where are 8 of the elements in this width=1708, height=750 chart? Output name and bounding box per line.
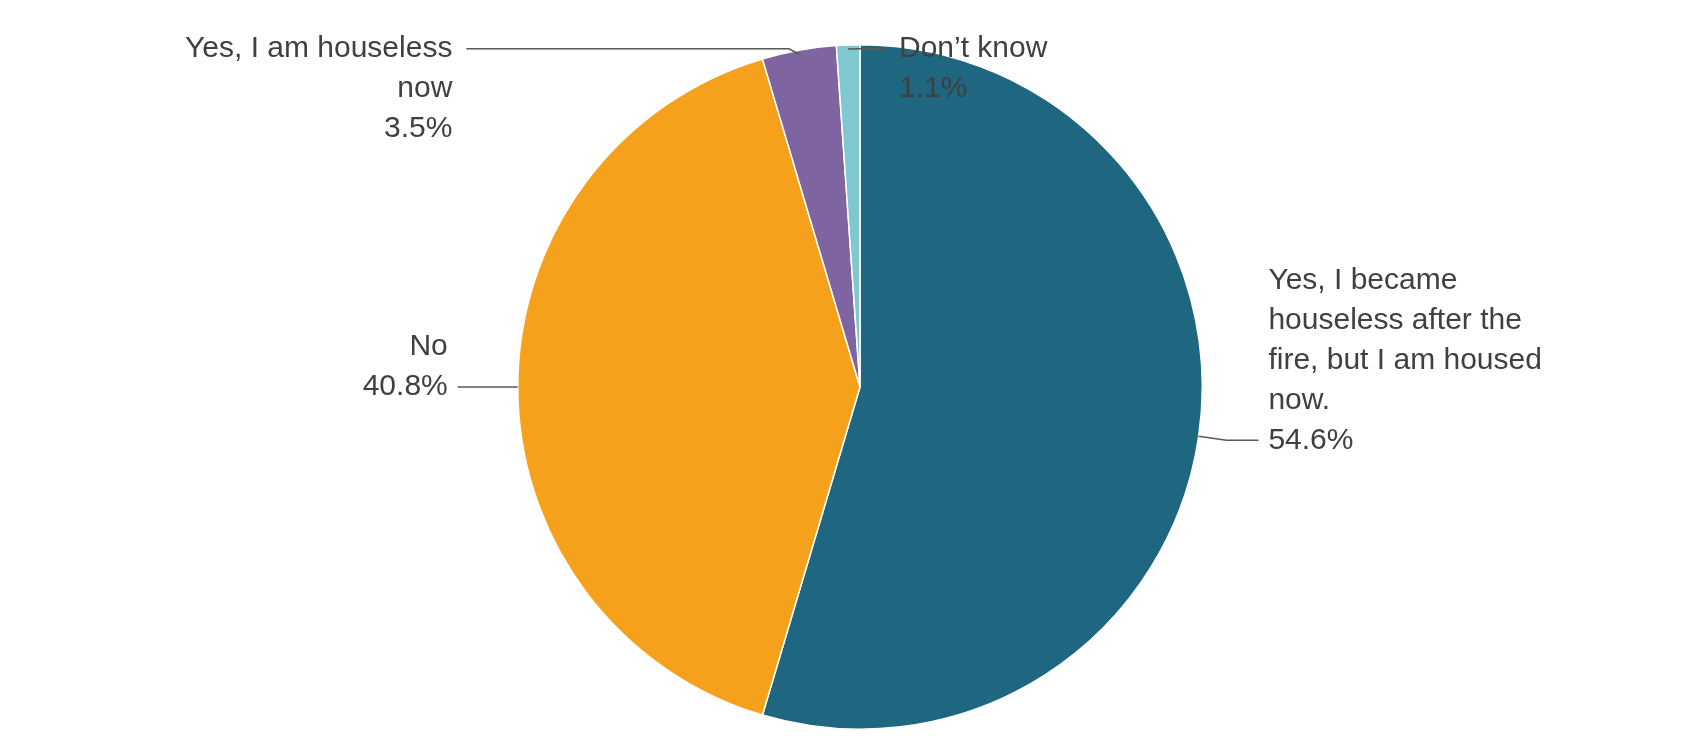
slice-label: No xyxy=(409,328,448,362)
slice-label: Don’t know xyxy=(899,30,1048,64)
data-label: 3.5% xyxy=(384,110,453,144)
slice-label: Yes, I became houseless after the fire, but I am housed now. xyxy=(1268,261,1542,415)
data-label: 1.1% xyxy=(899,70,968,104)
data-label: 54.6% xyxy=(1268,421,1354,455)
data-label: 40.8% xyxy=(362,368,448,402)
slice-label: Yes, I am houseless now xyxy=(185,30,453,104)
